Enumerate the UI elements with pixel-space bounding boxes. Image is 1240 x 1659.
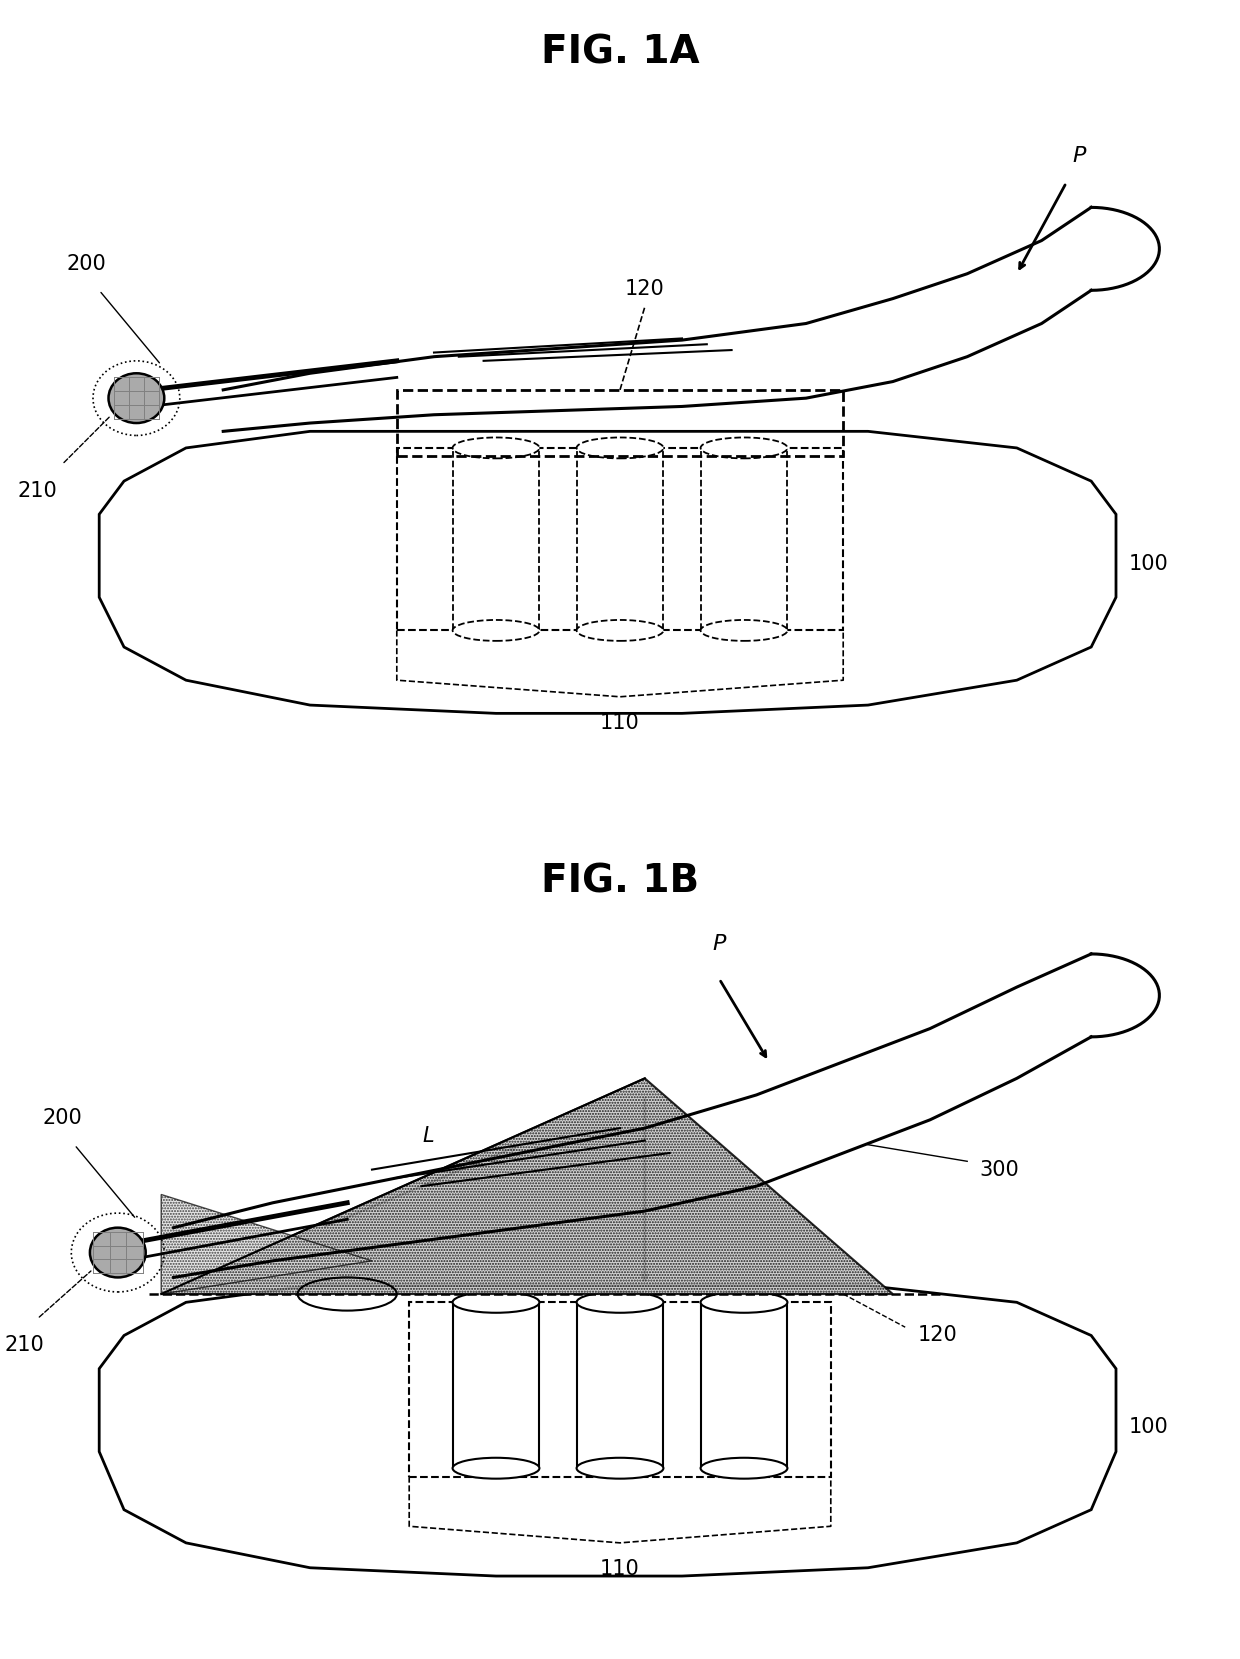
Text: 120: 120 — [918, 1326, 957, 1345]
Text: FIG. 1B: FIG. 1B — [541, 863, 699, 901]
Polygon shape — [99, 1286, 1116, 1576]
Text: 100: 100 — [1128, 1417, 1168, 1437]
Ellipse shape — [701, 620, 787, 640]
Ellipse shape — [89, 1228, 146, 1277]
Ellipse shape — [701, 1458, 787, 1478]
Ellipse shape — [453, 1458, 539, 1478]
Ellipse shape — [577, 1292, 663, 1312]
Ellipse shape — [701, 1292, 787, 1312]
Ellipse shape — [577, 438, 663, 458]
Text: 200: 200 — [67, 254, 107, 274]
Text: 110: 110 — [600, 713, 640, 733]
Ellipse shape — [453, 438, 539, 458]
Ellipse shape — [453, 620, 539, 640]
Ellipse shape — [577, 620, 663, 640]
Text: L: L — [423, 1126, 434, 1146]
Text: 210: 210 — [5, 1335, 45, 1355]
Text: 100: 100 — [1128, 554, 1168, 574]
Polygon shape — [161, 1194, 372, 1294]
Text: 200: 200 — [42, 1108, 82, 1128]
Polygon shape — [99, 431, 1116, 713]
Bar — [397, 390, 843, 456]
Text: 120: 120 — [625, 279, 665, 299]
Ellipse shape — [453, 1292, 539, 1312]
Text: FIG. 1A: FIG. 1A — [541, 33, 699, 71]
Ellipse shape — [577, 1458, 663, 1478]
Ellipse shape — [701, 438, 787, 458]
Text: P: P — [713, 934, 725, 954]
Polygon shape — [161, 1078, 893, 1294]
Bar — [409, 1302, 831, 1477]
Text: P: P — [1073, 146, 1085, 166]
Ellipse shape — [109, 373, 164, 423]
Text: 110: 110 — [600, 1559, 640, 1579]
Text: 210: 210 — [17, 481, 57, 501]
Text: 300: 300 — [980, 1160, 1019, 1180]
